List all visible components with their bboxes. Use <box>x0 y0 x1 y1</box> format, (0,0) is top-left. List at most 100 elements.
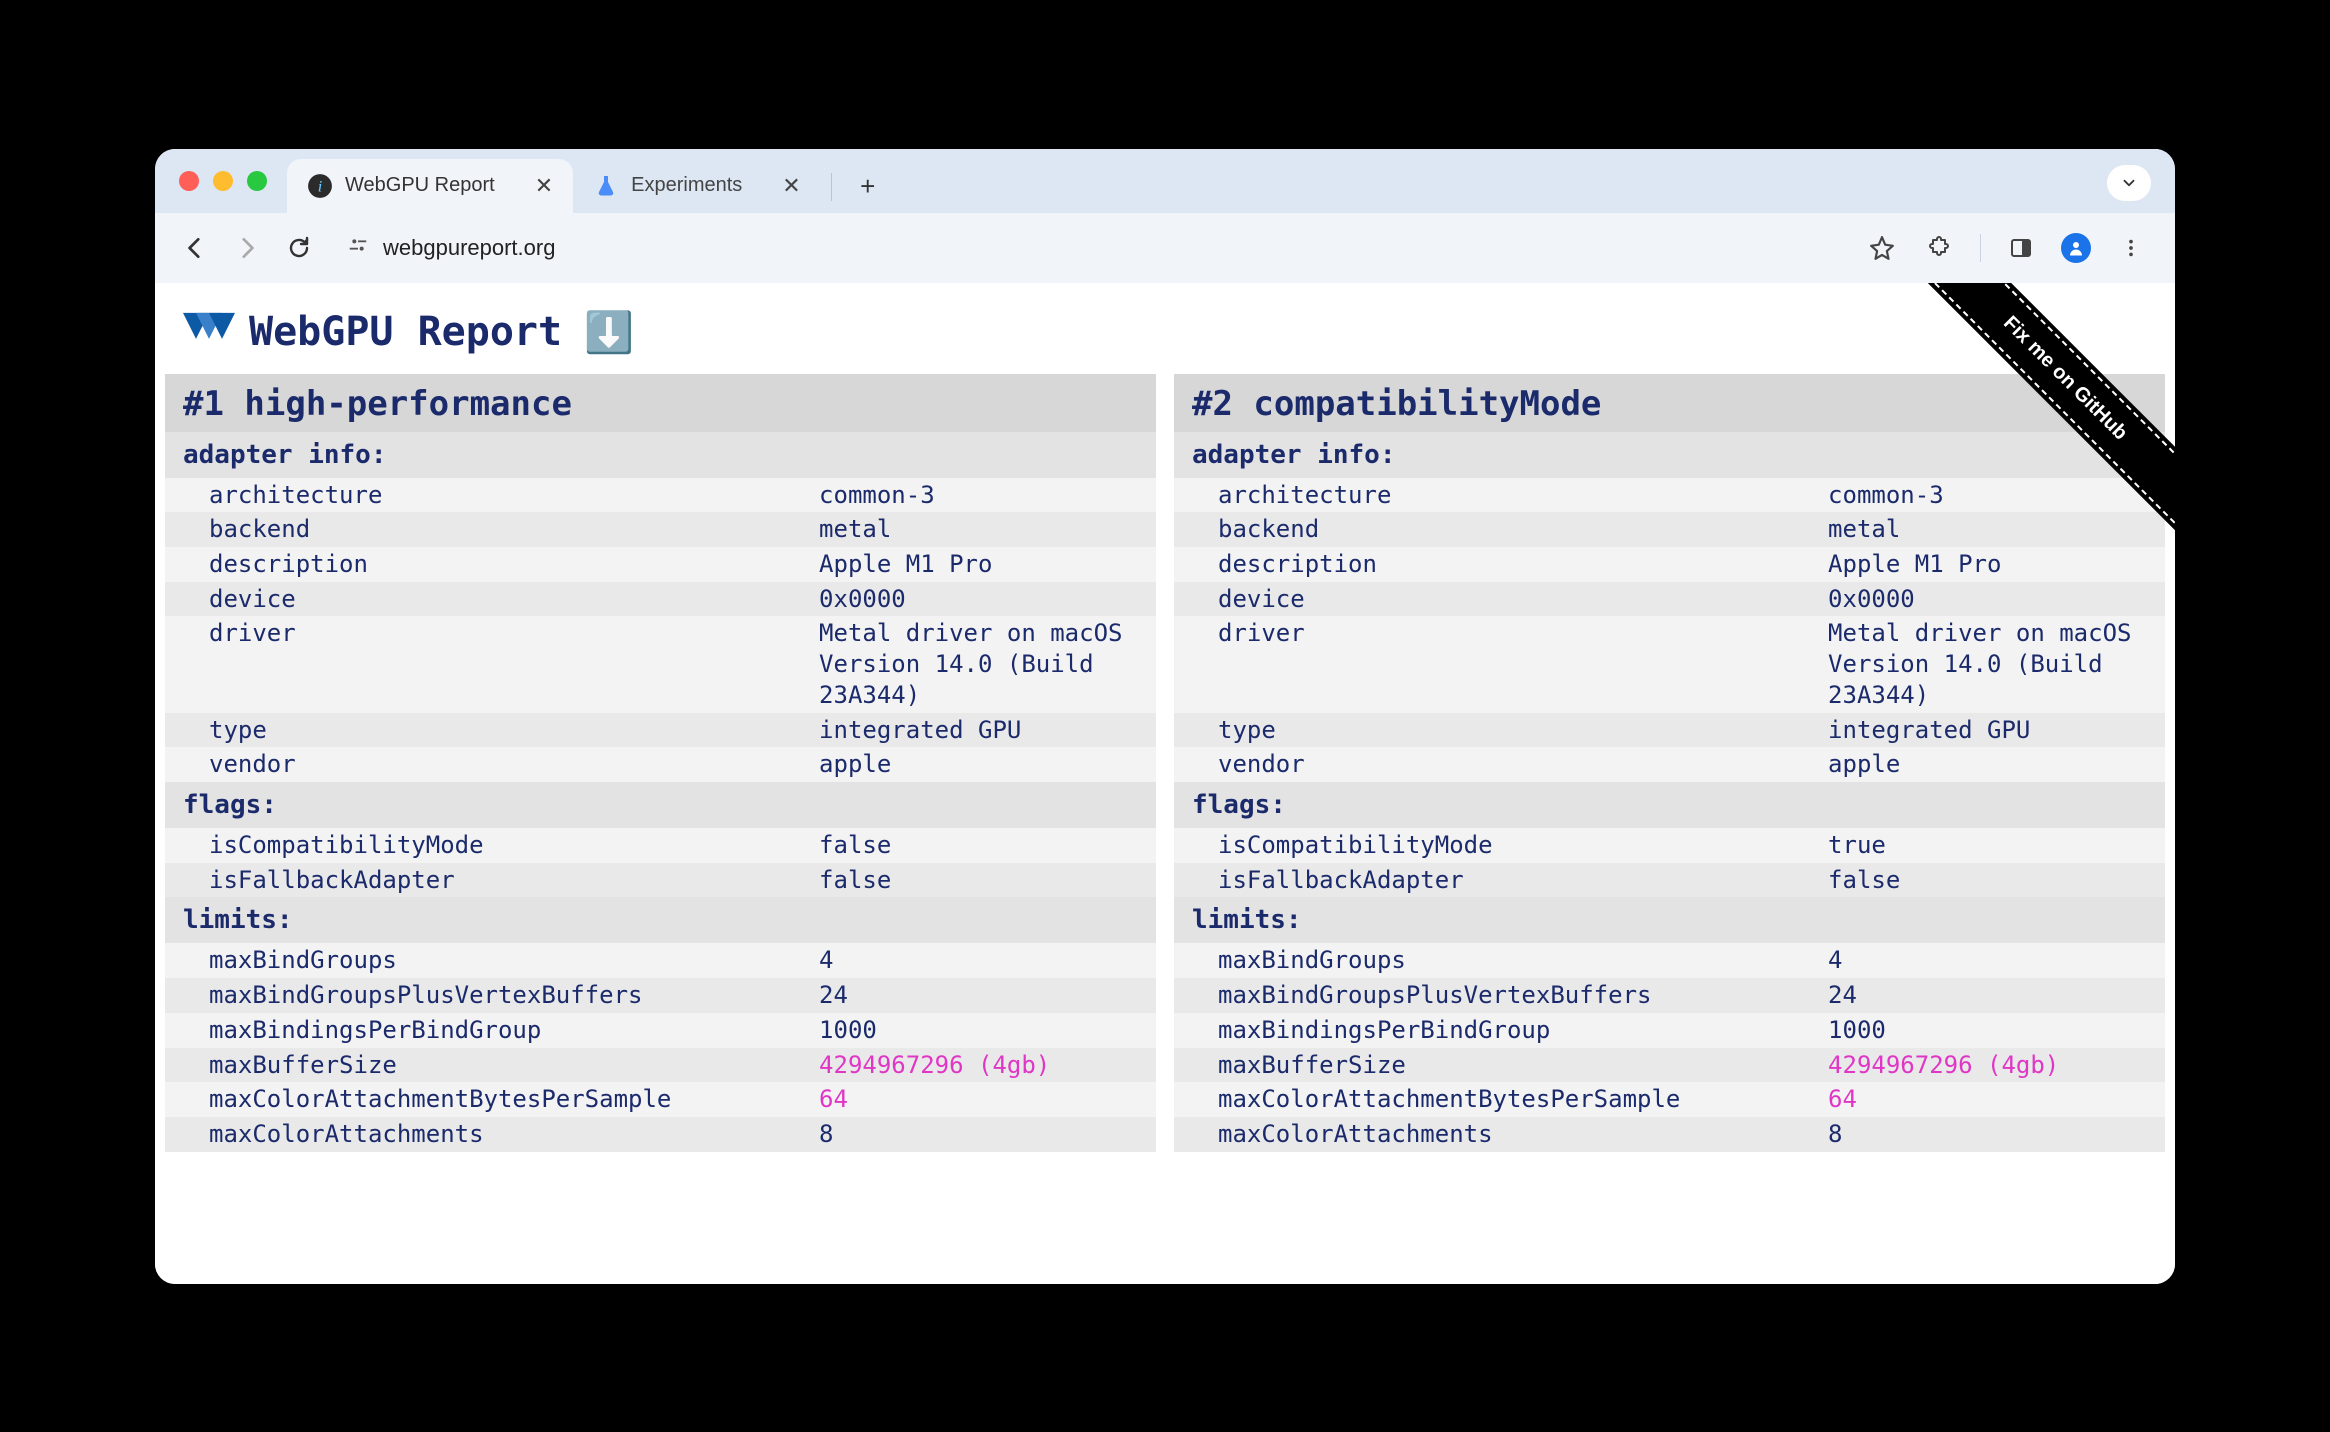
row-value: true <box>1828 828 2165 863</box>
row-value: Metal driver on macOS Version 14.0 (Buil… <box>819 616 1156 712</box>
table-row: maxBindGroups4 <box>1174 943 2165 978</box>
section-heading: adapter info: <box>165 432 1156 478</box>
row-value: 24 <box>1828 978 2165 1013</box>
row-value: integrated GPU <box>1828 713 2165 748</box>
row-key: driver <box>165 616 819 712</box>
tab-overflow-button[interactable] <box>2107 165 2151 201</box>
profile-button[interactable] <box>2061 233 2091 263</box>
table-row: maxBindGroupsPlusVertexBuffers24 <box>165 978 1156 1013</box>
table-row: maxBindGroupsPlusVertexBuffers24 <box>1174 978 2165 1013</box>
table-row: isCompatibilityModefalse <box>165 828 1156 863</box>
traffic-lights <box>179 171 287 213</box>
tab-title: Experiments <box>631 174 742 197</box>
table-row: architecturecommon-3 <box>165 478 1156 513</box>
row-value: apple <box>819 747 1156 782</box>
menu-button[interactable] <box>2113 230 2149 266</box>
row-value: apple <box>1828 747 2165 782</box>
row-key: architecture <box>165 478 819 513</box>
svg-text:i: i <box>318 177 323 195</box>
row-key: maxBindGroups <box>1174 943 1828 978</box>
row-value: false <box>819 863 1156 898</box>
table-row: maxBindingsPerBindGroup1000 <box>165 1013 1156 1048</box>
download-button[interactable]: ⬇️ <box>584 309 634 356</box>
row-key: backend <box>165 512 819 547</box>
row-value: Apple M1 Pro <box>819 547 1156 582</box>
row-key: driver <box>1174 616 1828 712</box>
table-row: maxColorAttachments8 <box>1174 1117 2165 1152</box>
window-zoom-button[interactable] <box>247 171 267 191</box>
adapter-column: #2 compatibilityModeadapter info:archite… <box>1174 374 2165 1152</box>
row-key: maxColorAttachmentBytesPerSample <box>1174 1082 1828 1117</box>
tab-favicon-icon: i <box>307 173 333 199</box>
row-value: false <box>819 828 1156 863</box>
reload-button[interactable] <box>279 228 319 268</box>
row-value: 4294967296 (4gb) <box>819 1048 1156 1083</box>
bookmark-button[interactable] <box>1864 230 1900 266</box>
row-key: backend <box>1174 512 1828 547</box>
table-row: isFallbackAdapterfalse <box>1174 863 2165 898</box>
new-tab-button[interactable]: + <box>850 169 886 205</box>
row-key: maxBufferSize <box>1174 1048 1828 1083</box>
adapter-title: #1 high-performance <box>165 374 1156 432</box>
tabs-row: i WebGPU Report ✕ Experiments ✕ + <box>287 149 2175 213</box>
row-key: isCompatibilityMode <box>1174 828 1828 863</box>
table-row: backendmetal <box>1174 512 2165 547</box>
section-heading: limits: <box>165 897 1156 943</box>
back-button[interactable] <box>175 228 215 268</box>
table-row: maxColorAttachmentBytesPerSample64 <box>1174 1082 2165 1117</box>
forward-button[interactable] <box>227 228 267 268</box>
row-value: 4 <box>1828 943 2165 978</box>
table-row: device0x0000 <box>165 582 1156 617</box>
section-heading: adapter info: <box>1174 432 2165 478</box>
row-value: Apple M1 Pro <box>1828 547 2165 582</box>
page-content: WebGPU Report ⬇️ #1 high-performanceadap… <box>155 283 2175 1284</box>
tab-close-icon[interactable]: ✕ <box>782 173 800 199</box>
tab-experiments[interactable]: Experiments ✕ <box>573 159 821 213</box>
row-key: description <box>1174 547 1828 582</box>
url-field[interactable]: webgpureport.org <box>331 226 1852 270</box>
row-key: isCompatibilityMode <box>165 828 819 863</box>
toolbar-right <box>1864 230 2155 266</box>
page-header: WebGPU Report ⬇️ <box>155 283 2175 374</box>
table-row: descriptionApple M1 Pro <box>1174 547 2165 582</box>
adapter-column: #1 high-performanceadapter info:architec… <box>165 374 1156 1152</box>
row-value: false <box>1828 863 2165 898</box>
row-value: integrated GPU <box>819 713 1156 748</box>
sidepanel-button[interactable] <box>2003 230 2039 266</box>
row-key: type <box>165 713 819 748</box>
window-minimize-button[interactable] <box>213 171 233 191</box>
row-value: 1000 <box>819 1013 1156 1048</box>
table-row: driverMetal driver on macOS Version 14.0… <box>165 616 1156 712</box>
extensions-button[interactable] <box>1922 230 1958 266</box>
row-value: metal <box>819 512 1156 547</box>
row-value: 24 <box>819 978 1156 1013</box>
row-key: isFallbackAdapter <box>1174 863 1828 898</box>
section-heading: flags: <box>165 782 1156 828</box>
row-value: metal <box>1828 512 2165 547</box>
tab-close-icon[interactable]: ✕ <box>535 173 553 199</box>
table-row: maxBindingsPerBindGroup1000 <box>1174 1013 2165 1048</box>
table-row: vendorapple <box>165 747 1156 782</box>
row-key: device <box>1174 582 1828 617</box>
browser-window: i WebGPU Report ✕ Experiments ✕ + <box>155 149 2175 1284</box>
section-heading: limits: <box>1174 897 2165 943</box>
table-row: typeintegrated GPU <box>1174 713 2165 748</box>
row-key: maxBindingsPerBindGroup <box>1174 1013 1828 1048</box>
row-key: architecture <box>1174 478 1828 513</box>
table-row: maxColorAttachments8 <box>165 1117 1156 1152</box>
address-bar: webgpureport.org <box>155 213 2175 283</box>
tab-favicon-icon <box>593 173 619 199</box>
row-value: 0x0000 <box>819 582 1156 617</box>
site-settings-icon[interactable] <box>347 234 369 262</box>
url-text: webgpureport.org <box>383 235 555 261</box>
row-value: 4 <box>819 943 1156 978</box>
row-value: 8 <box>1828 1117 2165 1152</box>
adapter-columns: #1 high-performanceadapter info:architec… <box>155 374 2175 1152</box>
window-close-button[interactable] <box>179 171 199 191</box>
table-row: isCompatibilityModetrue <box>1174 828 2165 863</box>
tab-webgpu-report[interactable]: i WebGPU Report ✕ <box>287 159 573 213</box>
tab-title: WebGPU Report <box>345 174 495 197</box>
tab-separator <box>831 173 832 201</box>
row-key: vendor <box>1174 747 1828 782</box>
table-row: architecturecommon-3 <box>1174 478 2165 513</box>
